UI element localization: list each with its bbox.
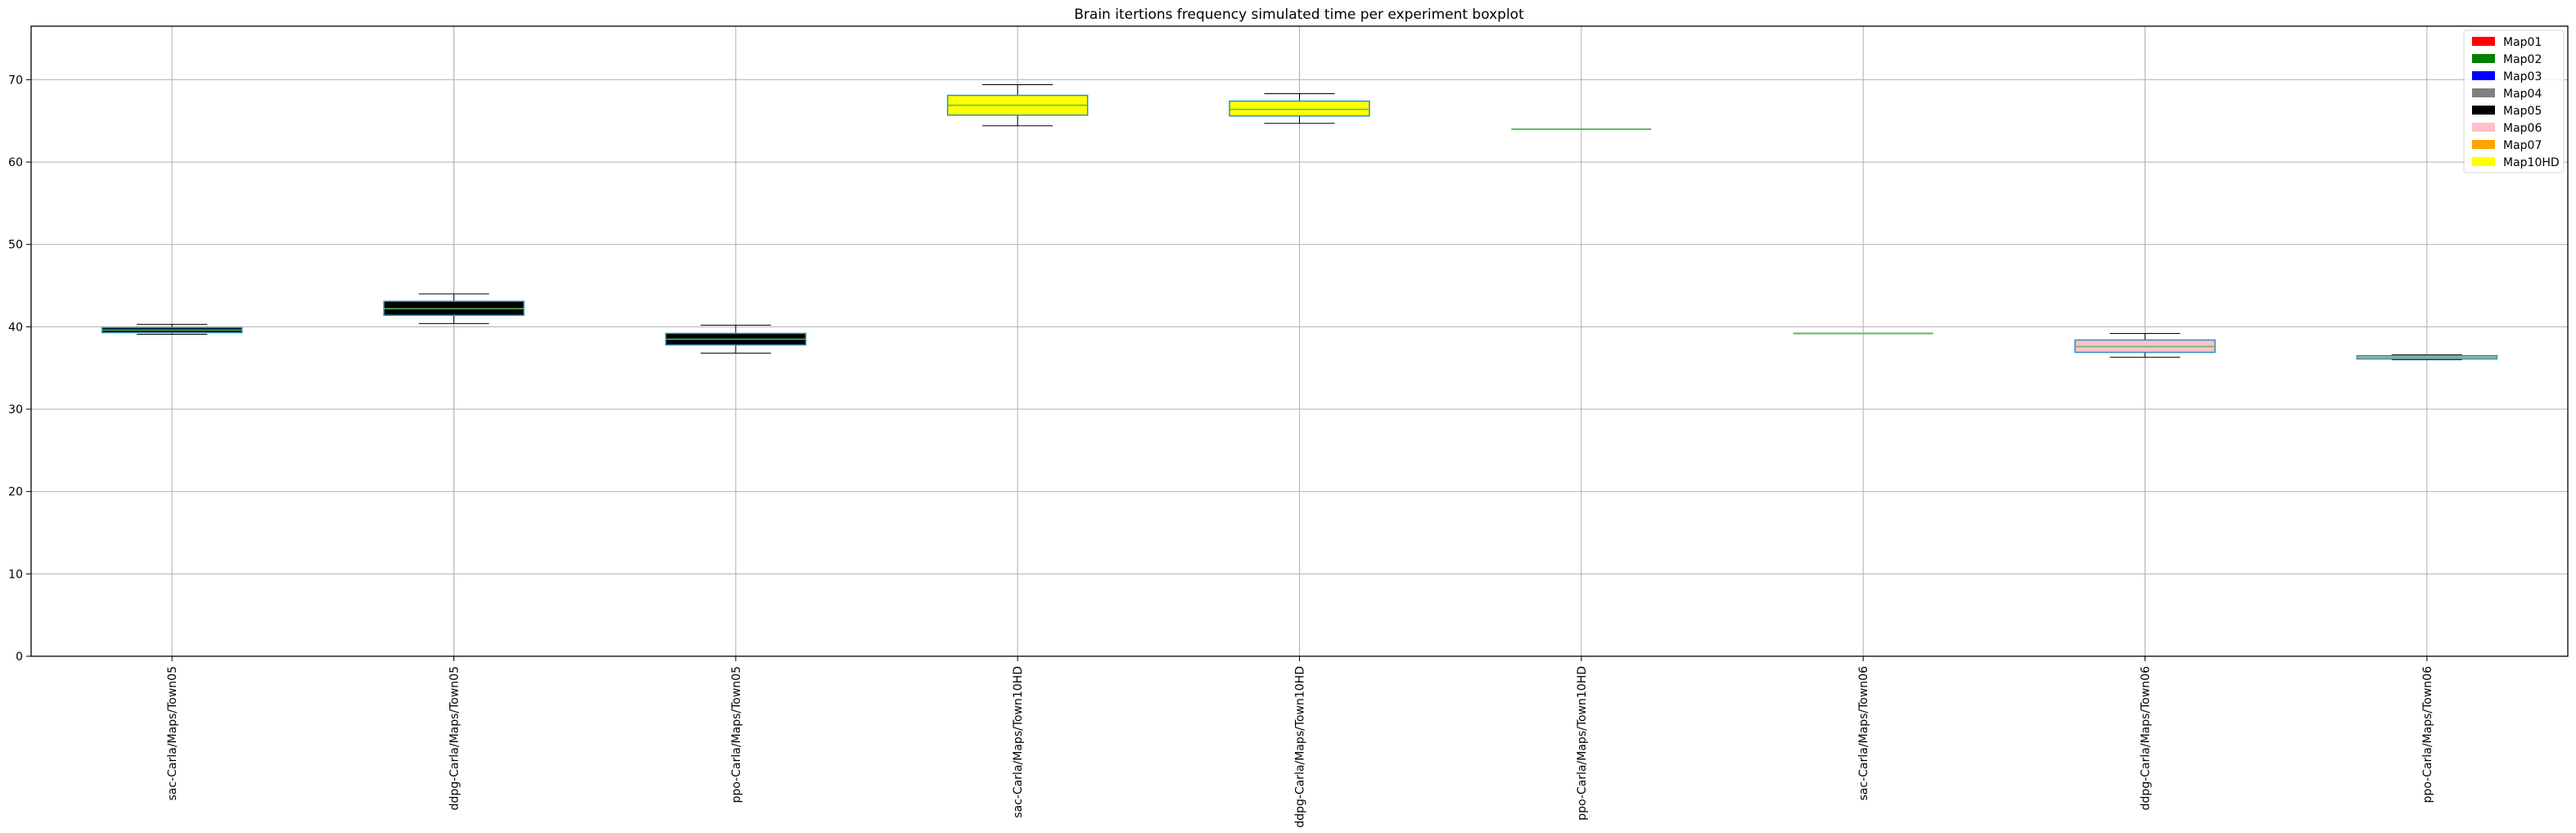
y-ticks: 0 10 20 30 40 50 60 70 [8, 74, 31, 664]
x-tick-label: ppo-Carla/Maps/Town06 [2421, 666, 2434, 803]
x-tick-label: ppo-Carla/Maps/Town10HD [1576, 666, 1589, 821]
box-ddpg-Carla/Maps/Town10HD [1229, 93, 1370, 124]
chart-title: Brain itertions frequency simulated time… [1074, 7, 1524, 23]
x-ticks: sac-Carla/Maps/Town05 ddpg-Carla/Maps/Tow… [166, 656, 2434, 828]
legend-swatch [2472, 37, 2495, 46]
y-tick-label: 50 [8, 239, 23, 252]
box-ddpg-Carla/Maps/Town05 [383, 293, 525, 324]
x-tick-label: sac-Carla/Maps/Town06 [1857, 666, 1870, 800]
box-ddpg-Carla/Maps/Town06 [2074, 332, 2216, 358]
legend-swatch [2472, 54, 2495, 63]
y-tick-label: 40 [8, 321, 23, 334]
legend-swatch [2472, 106, 2495, 115]
y-tick-label: 70 [8, 74, 23, 87]
x-tick-label: ddpg-Carla/Maps/Town06 [2140, 666, 2153, 810]
legend-label: Map03 [2503, 70, 2542, 83]
x-tick-label: sac-Carla/Maps/Town05 [166, 666, 179, 800]
x-tick-label: ddpg-Carla/Maps/Town10HD [1294, 666, 1307, 828]
box-ppo-Carla/Maps/Town06 [2356, 354, 2498, 361]
box-ppo-Carla/Maps/Town05 [665, 324, 807, 354]
legend-label: Map05 [2503, 105, 2542, 118]
x-tick-label: ddpg-Carla/Maps/Town05 [449, 666, 462, 810]
y-tick-label: 20 [8, 486, 23, 499]
legend-label: Map07 [2503, 139, 2542, 152]
legend-label: Map06 [2503, 122, 2542, 135]
legend-swatch [2472, 88, 2495, 97]
x-tick-label: ppo-Carla/Maps/Town05 [730, 666, 743, 803]
box-sac-Carla/Maps/Town05 [101, 323, 243, 335]
legend-swatch [2472, 123, 2495, 132]
legend: Map01 Map02 Map03 Map04 Map05 Map06 Map07 Map10… [2463, 29, 2565, 173]
legend-label: Map01 [2503, 36, 2542, 49]
legend-swatch [2472, 140, 2495, 149]
legend-swatch [2472, 157, 2495, 166]
y-tick-label: 10 [8, 568, 23, 581]
y-tick-label: 30 [8, 403, 23, 416]
box-body [1229, 100, 1370, 117]
x-tick-label: sac-Carla/Maps/Town10HD [1012, 666, 1025, 818]
y-tick-label: 60 [8, 156, 23, 169]
legend-label: Map10HD [2503, 156, 2560, 169]
grid [31, 26, 2568, 657]
boxes [101, 83, 2498, 361]
legend-label: Map02 [2503, 53, 2542, 66]
box-sac-Carla/Maps/Town10HD [946, 83, 1089, 127]
legend-swatch [2472, 71, 2495, 80]
legend-label: Map04 [2503, 88, 2542, 101]
legend-frame [2463, 29, 2565, 173]
y-tick-label: 0 [16, 651, 23, 664]
